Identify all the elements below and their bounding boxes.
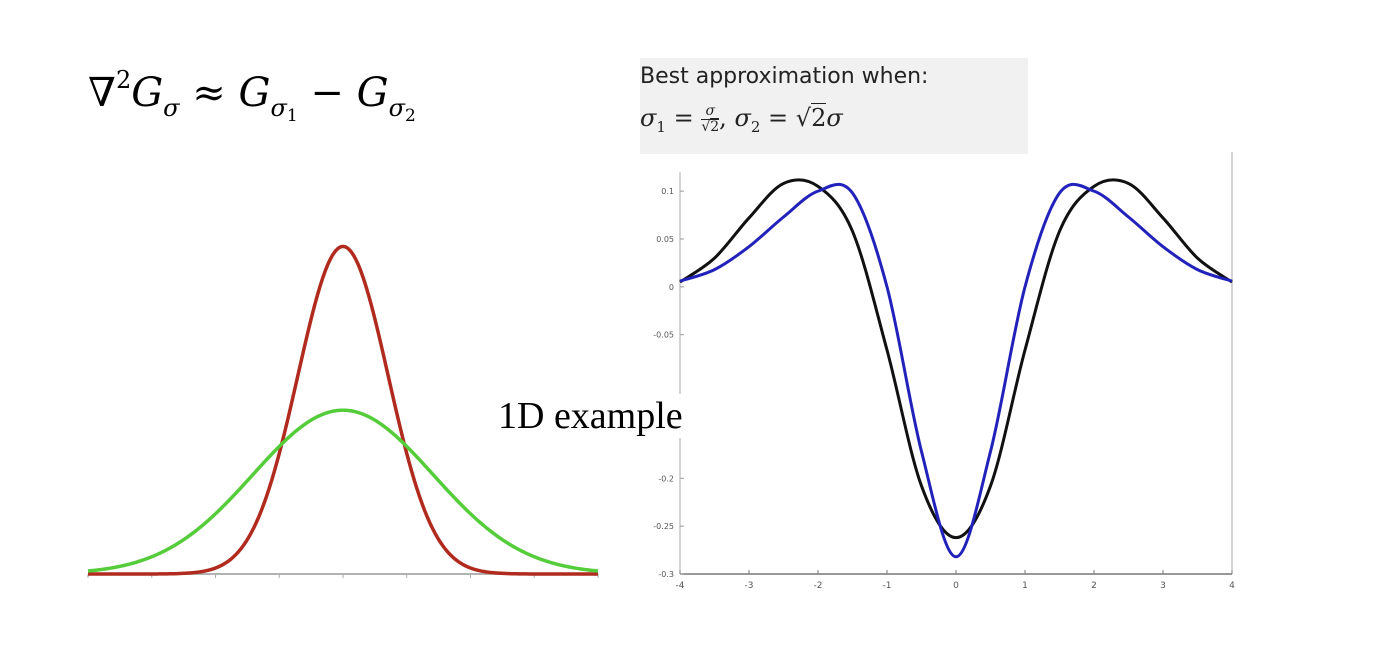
sigma1-symbol: σ [640,104,657,132]
laplacian-exponent: 2 [115,66,132,94]
right-x-tick-label: 4 [1229,581,1235,591]
left-series-group [87,244,599,576]
root2-value: 2 [811,103,827,132]
right-x-tick-label: 1 [1022,581,1028,591]
sigma1-index: 1 [656,117,666,136]
left-series-line-2 [87,408,599,573]
left-series-line-1 [88,244,598,576]
frac-denominator: 2 [710,118,720,135]
best-approximation-condition: σ1 = σ √2, σ2 = √2σ [640,103,843,136]
equals-2: = [768,104,789,132]
right-series-line-2 [679,182,1233,559]
right-x-tick-label: 0 [953,581,959,591]
right-y-tick-label: 0 [669,283,674,292]
g-sigma2-index: 2 [404,106,416,126]
g-sigma2-sigma: σ [388,94,405,122]
approx-symbol: ≈ [192,70,226,116]
dog-formula: ∇2Gσ ≈ Gσ1 − Gσ2 [88,66,416,126]
sigma-symbol: σ [826,104,843,132]
equals-1: = [673,104,694,132]
minus-symbol: − [310,70,344,116]
frac-numerator: σ [701,104,720,120]
right-series-line-1 [679,178,1233,540]
g-sigma-sub: σ [163,94,180,122]
nabla-symbol: ∇ [88,70,116,116]
right-series-group [679,178,1233,559]
right-axes-frame [679,152,1233,575]
best-approximation-box: Best approximation when: σ1 = σ √2, σ2 = … [640,58,1028,154]
frac-sqrt-sign: √ [701,119,711,135]
g-sigma1-sigma: σ [270,94,287,122]
g-sigma1-index: 1 [286,106,298,126]
right-x-tick-label: 2 [1091,581,1097,591]
root2-sqrt-sign: √ [795,104,812,132]
g-sigma-g: G [131,70,164,116]
gaussians-chart [87,244,599,578]
right-y-tick-label: 0.05 [656,235,674,244]
right-x-tick-label: -2 [814,581,823,591]
example-label: 1D example [498,394,683,438]
right-x-tick-label: -4 [676,581,685,591]
right-y-tick-label: 0.1 [661,187,674,196]
right-x-tick-label: 3 [1160,581,1166,591]
right-x-tick-label: -3 [745,581,754,591]
best-approximation-heading: Best approximation when: [640,64,929,89]
sigma2-symbol: σ [734,104,751,132]
g-sigma2-g: G [356,70,389,116]
sigma2-index: 2 [750,117,761,136]
right-y-tick-label: -0.2 [658,474,674,483]
right-y-tick-label: -0.3 [658,570,674,579]
right-y-tick-label: -0.25 [653,522,674,531]
g-sigma1-g: G [238,70,271,116]
right-x-tick-label: -1 [883,581,892,591]
comma: , [719,104,727,132]
log-dog-chart: -4 -3 -2 -1 0 1 2 3 4 0.1 0.05 0 -0.05 -0.2 -0.25 -0.3 [653,152,1235,591]
right-tick-labels: -4 -3 -2 -1 0 1 2 3 4 0.1 0.05 0 -0.05 -0.2 -0.25 -0.3 [653,187,1235,591]
right-y-tick-label: -0.05 [653,331,674,340]
sigma-over-root2: σ √2 [701,104,720,135]
